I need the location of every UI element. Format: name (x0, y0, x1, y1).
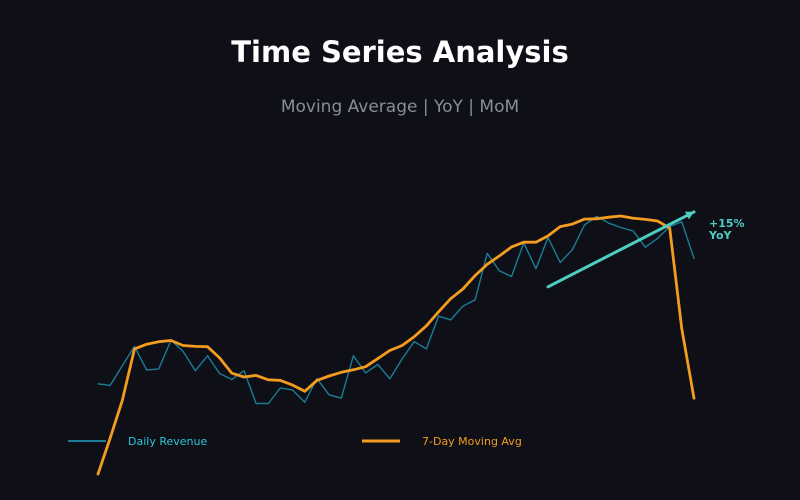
annotation-label-yoy-value: +15% (709, 217, 745, 230)
annotation-arrow-head (685, 211, 694, 220)
chart-title: Time Series Analysis (231, 35, 569, 69)
series-line-7-day-moving-avg (96, 214, 696, 476)
series-line-daily-revenue (97, 215, 695, 405)
chart-subtitle: Moving Average | YoY | MoM (281, 97, 519, 117)
series-layer (96, 214, 696, 476)
legend-label-moving-avg: 7-Day Moving Avg (422, 435, 522, 448)
annotation-layer: +15%YoY (546, 210, 745, 289)
annotation-arrow-shaft (546, 210, 696, 289)
legend-label-daily-revenue: Daily Revenue (128, 435, 207, 448)
annotation-label-yoy-text: YoY (708, 229, 733, 242)
legend: Daily Revenue 7-Day Moving Avg (68, 435, 522, 448)
